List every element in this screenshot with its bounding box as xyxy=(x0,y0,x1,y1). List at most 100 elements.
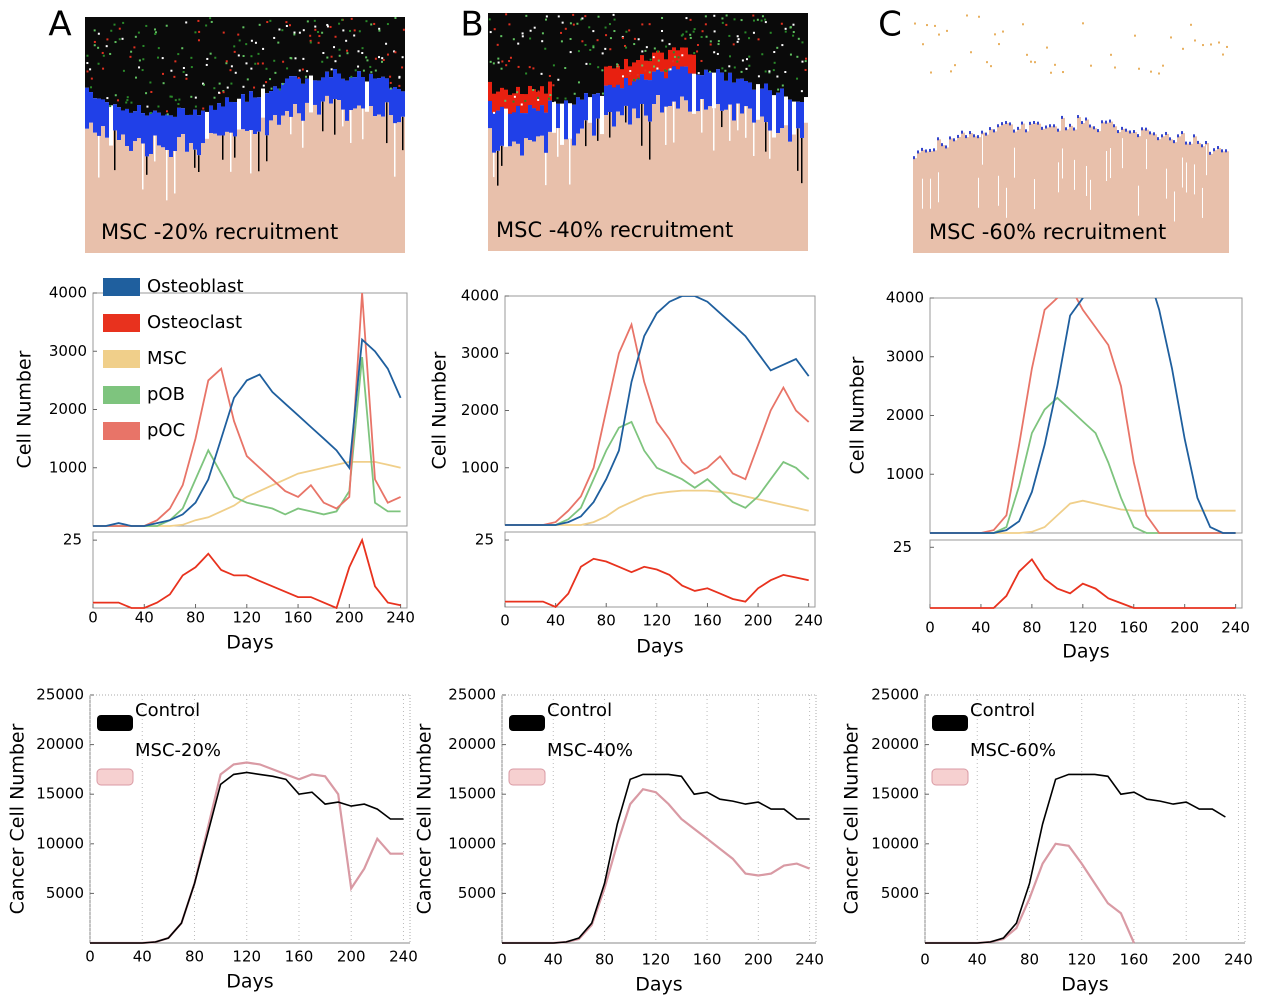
image-texture xyxy=(1226,45,1228,48)
image-texture xyxy=(381,116,385,253)
image-texture xyxy=(197,39,200,42)
image-texture xyxy=(105,137,109,253)
image-texture xyxy=(102,67,105,70)
image-texture xyxy=(89,92,93,123)
y-tick-label: 25000 xyxy=(871,686,919,704)
image-texture xyxy=(105,17,109,103)
image-texture xyxy=(776,13,780,93)
image-texture xyxy=(780,88,784,129)
image-texture xyxy=(744,106,748,251)
image-texture xyxy=(1181,133,1185,253)
image-texture xyxy=(640,74,644,104)
y-tick-label: 5000 xyxy=(46,884,84,902)
image-texture xyxy=(101,51,104,54)
image-texture xyxy=(921,147,923,151)
image-texture xyxy=(560,13,564,104)
image-texture xyxy=(977,135,979,139)
image-texture xyxy=(1213,148,1215,152)
image-texture xyxy=(709,40,712,43)
image-texture xyxy=(237,54,240,57)
image-texture xyxy=(1017,126,1019,130)
image-texture xyxy=(153,110,157,136)
image-texture xyxy=(757,75,760,78)
image-texture xyxy=(676,13,680,70)
image-texture xyxy=(701,99,703,133)
image-texture xyxy=(233,102,237,137)
image-texture xyxy=(796,128,800,251)
image-texture xyxy=(90,86,93,89)
image-texture xyxy=(732,43,735,46)
image-texture xyxy=(973,134,975,138)
image-texture xyxy=(985,132,987,136)
image-texture xyxy=(293,33,296,36)
image-texture xyxy=(402,116,404,151)
image-texture xyxy=(90,77,93,80)
image-texture xyxy=(556,97,559,100)
image-texture xyxy=(684,47,688,67)
image-texture xyxy=(213,96,216,99)
y2-tick-label: 25 xyxy=(893,538,912,556)
image-texture xyxy=(537,90,540,93)
image-texture xyxy=(1006,187,1007,218)
image-texture xyxy=(177,103,180,106)
image-texture xyxy=(533,26,536,29)
image-texture xyxy=(1122,138,1123,169)
image-texture xyxy=(937,137,939,141)
y-tick-label: 20000 xyxy=(871,735,919,753)
image-texture xyxy=(1014,147,1015,178)
image-texture xyxy=(946,29,948,32)
image-texture xyxy=(957,136,961,253)
image-texture xyxy=(221,106,225,136)
image-texture xyxy=(1013,13,1017,132)
image-texture xyxy=(724,13,728,81)
image-texture xyxy=(572,23,575,26)
image-texture xyxy=(805,57,808,60)
image-texture xyxy=(1194,39,1196,42)
y2-tick-label: 25 xyxy=(475,531,494,549)
image-texture xyxy=(648,80,652,122)
image-texture xyxy=(1033,120,1035,124)
image-texture xyxy=(488,81,492,101)
image-texture xyxy=(949,13,953,139)
image-texture xyxy=(633,43,636,46)
x-tick-label: 240 xyxy=(1224,951,1253,969)
y-tick-label: 25000 xyxy=(36,686,84,704)
image-texture xyxy=(1225,151,1229,253)
image-texture xyxy=(1005,13,1009,124)
image-texture xyxy=(488,100,492,129)
image-texture xyxy=(993,129,995,133)
image-texture xyxy=(89,17,93,93)
image-texture xyxy=(653,47,656,50)
image-texture xyxy=(641,50,644,53)
image-texture xyxy=(500,87,504,107)
image-texture xyxy=(370,23,373,26)
image-texture xyxy=(317,41,320,44)
image-texture xyxy=(205,63,208,66)
image-texture xyxy=(954,64,956,67)
image-texture xyxy=(269,91,273,121)
image-texture xyxy=(652,13,656,72)
image-texture xyxy=(1069,13,1073,126)
image-texture xyxy=(302,120,304,148)
image-texture xyxy=(548,100,552,132)
y-tick-label: 1000 xyxy=(461,458,499,476)
image-texture xyxy=(521,32,524,35)
image-texture xyxy=(1137,13,1141,137)
x-tick-label: 80 xyxy=(595,951,614,969)
image-texture xyxy=(93,132,97,253)
image-texture xyxy=(133,46,136,49)
image-texture xyxy=(213,109,217,134)
image-texture xyxy=(493,152,495,178)
image-texture xyxy=(225,62,228,65)
image-texture xyxy=(680,66,684,97)
x-tick-label: 0 xyxy=(497,951,507,969)
image-texture xyxy=(281,83,285,116)
image-texture xyxy=(181,17,185,109)
image-texture xyxy=(648,61,652,81)
image-texture xyxy=(130,101,133,104)
image-texture xyxy=(337,100,341,253)
image-texture xyxy=(174,60,177,63)
x-tick-label: 120 xyxy=(643,612,672,630)
image-texture xyxy=(644,69,647,72)
